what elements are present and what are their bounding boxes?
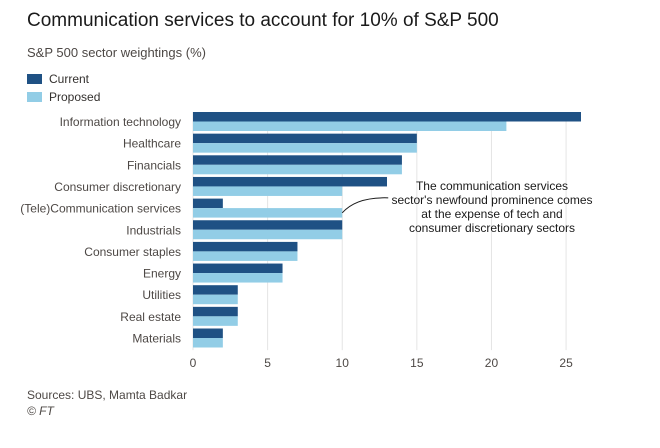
category-label-8: Utilities [142, 288, 181, 302]
category-label-5: Industrials [126, 223, 181, 237]
bar-proposed-10 [193, 338, 223, 348]
annotation-line-2: at the expense of tech and [421, 207, 562, 221]
x-tick-label-20: 20 [485, 356, 499, 370]
annotation-leader-line [341, 197, 389, 214]
chart-title: Communication services to account for 10… [27, 10, 499, 31]
legend-item-proposed: Proposed [27, 88, 100, 106]
category-label-1: Healthcare [123, 137, 181, 151]
x-tick-layer: 0 5 10 15 20 25 [190, 356, 573, 370]
bar-current-2 [193, 155, 402, 165]
chart-subtitle: S&P 500 sector weightings (%) [27, 45, 206, 60]
bar-proposed-1 [193, 143, 417, 153]
legend-swatch-proposed [27, 92, 42, 102]
annotation-line-3: consumer discretionary sectors [409, 221, 575, 235]
x-tick-label-0: 0 [190, 356, 197, 370]
category-label-9: Real estate [120, 310, 181, 324]
legend-swatch-current [27, 74, 42, 84]
bar-proposed-6 [193, 251, 298, 261]
x-tick-label-5: 5 [264, 356, 271, 370]
legend-item-current: Current [27, 70, 100, 88]
category-label-6: Consumer staples [84, 245, 181, 259]
copyright: © FT [27, 404, 54, 418]
category-label-4: (Tele)Communication services [20, 202, 181, 216]
category-label-layer: Information technology Healthcare Financia… [20, 115, 181, 346]
bar-proposed-3 [193, 186, 343, 196]
legend: Current Proposed [27, 70, 100, 106]
bar-current-4 [193, 198, 223, 209]
category-label-3: Consumer discretionary [54, 180, 181, 194]
bar-current-5 [193, 220, 343, 230]
bar-proposed-4 [193, 208, 343, 218]
x-tick-label-10: 10 [336, 356, 350, 370]
bar-current-0 [193, 112, 581, 122]
category-label-0: Information technology [60, 115, 181, 129]
footer: Sources: UBS, Mamta Badkar © FT [27, 387, 187, 419]
bar-current-9 [193, 306, 238, 317]
bar-proposed-0 [193, 121, 507, 131]
bar-proposed-8 [193, 294, 238, 305]
annotation-line-0: The communication services [416, 179, 568, 193]
source-note: Sources: UBS, Mamta Badkar [27, 388, 188, 402]
x-tick-label-15: 15 [410, 356, 424, 370]
bar-proposed-5 [193, 229, 343, 240]
category-label-7: Energy [143, 267, 181, 281]
bar-current-10 [193, 328, 223, 338]
bar-current-8 [193, 285, 238, 295]
bar-current-6 [193, 241, 298, 252]
bar-proposed-7 [193, 273, 283, 283]
legend-label-current: Current [49, 72, 90, 86]
bar-proposed-2 [193, 164, 402, 175]
category-label-2: Financials [127, 158, 181, 172]
bar-layer [193, 112, 581, 348]
bar-proposed-9 [193, 316, 238, 326]
annotation-line-1: sector's newfound prominence comes [391, 193, 592, 207]
legend-label-proposed: Proposed [49, 90, 101, 104]
bar-current-1 [193, 133, 417, 144]
x-tick-label-25: 25 [559, 356, 573, 370]
category-label-10: Materials [132, 332, 181, 346]
bar-current-3 [193, 176, 387, 187]
bar-current-7 [193, 263, 283, 274]
